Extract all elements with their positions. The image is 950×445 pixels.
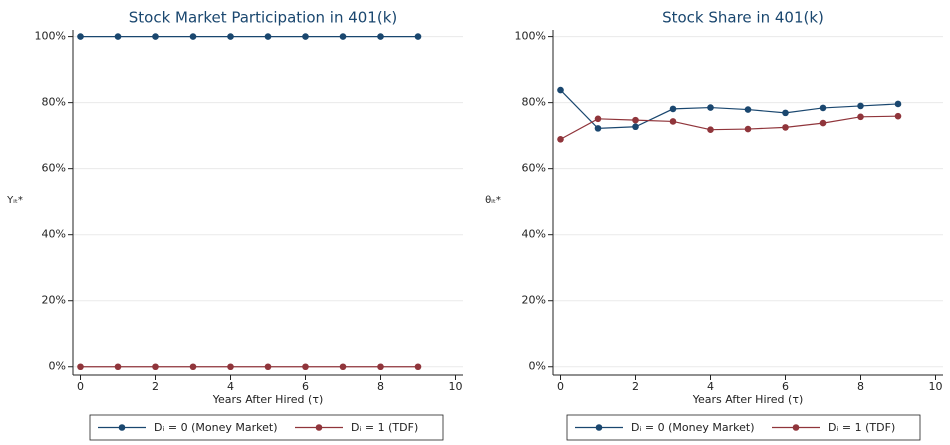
data-point [414,363,422,371]
data-point [782,109,789,117]
y-axis-label: θᵢₜ* [485,195,501,206]
y-tick-label: 20% [522,294,546,307]
data-point [669,105,677,113]
data-point [152,363,159,371]
data-point [894,100,902,108]
legend-marker [595,424,603,431]
data-point [744,106,752,113]
legend-label: Dᵢ = 0 (Money Market) [631,421,755,434]
data-point [632,123,639,131]
legend: Dᵢ = 0 (Money Market) Dᵢ = 1 (TDF) [89,414,444,441]
x-axis-label: Years After Hired (τ) [212,393,324,406]
legend-label: Dᵢ = 1 (TDF) [828,421,895,434]
x-tick-label: 10 [929,380,943,393]
data-point [339,363,347,371]
data-point [557,135,564,143]
legend-marker [792,424,800,431]
y-tick-label: 40% [42,228,66,241]
data-point [857,102,864,110]
data-point [894,112,902,120]
y-tick-label: 60% [522,162,546,175]
x-tick-label: 6 [302,380,309,393]
data-point [819,104,827,112]
data-point [189,363,197,371]
data-point [707,126,714,134]
data-point [744,125,752,133]
data-point [264,33,272,40]
series-line [560,89,899,129]
x-axis-label: Years After Hired (τ) [692,393,804,406]
data-point [152,33,159,40]
data-point [302,363,309,371]
y-tick-label: 100% [35,30,66,43]
legend-label: Dᵢ = 0 (Money Market) [154,421,278,434]
data-point [339,33,347,40]
data-point [77,363,84,371]
y-tick-label: 80% [42,96,66,109]
y-axis-label: Yᵢₜ* [6,195,23,206]
x-tick-label: 6 [782,380,789,393]
data-point [707,104,714,111]
y-tick-label: 100% [515,30,546,43]
data-point [782,124,789,131]
data-point [594,115,602,123]
data-point [414,33,422,40]
chart-title: Stock Market Participation in 401(k) [129,9,397,27]
x-tick-label: 8 [857,380,864,393]
x-tick-label: 0 [77,380,84,393]
data-point [594,125,602,132]
legend-box [89,414,444,441]
y-tick-label: 0% [49,360,66,373]
legend-label: Dᵢ = 1 (TDF) [351,421,418,434]
y-tick-label: 40% [522,228,546,241]
data-point [189,33,197,40]
x-tick-label: 2 [632,380,639,393]
legend-marker [315,424,323,431]
series-line [560,115,899,140]
y-tick-label: 60% [42,162,66,175]
x-tick-label: 8 [377,380,384,393]
data-point [669,118,677,125]
data-point [857,113,864,121]
x-tick-label: 4 [707,380,714,393]
data-point [227,363,234,371]
legend-box [566,414,921,441]
data-point [557,86,564,94]
x-tick-label: 10 [449,380,463,393]
chart-title: Stock Share in 401(k) [662,9,824,27]
data-point [819,119,827,127]
data-point [264,363,272,371]
data-point [377,33,384,40]
legend-marker [118,424,126,431]
x-tick-label: 0 [557,380,564,393]
data-point [114,363,122,371]
data-point [302,33,309,40]
y-tick-label: 0% [529,360,546,373]
x-tick-label: 2 [152,380,159,393]
data-point [632,116,639,124]
y-tick-label: 20% [42,294,66,307]
data-point [377,363,384,371]
data-point [77,33,84,40]
x-tick-label: 4 [227,380,234,393]
data-point [114,33,122,40]
y-tick-label: 80% [522,96,546,109]
data-point [227,33,234,40]
legend: Dᵢ = 0 (Money Market) Dᵢ = 1 (TDF) [566,414,921,441]
